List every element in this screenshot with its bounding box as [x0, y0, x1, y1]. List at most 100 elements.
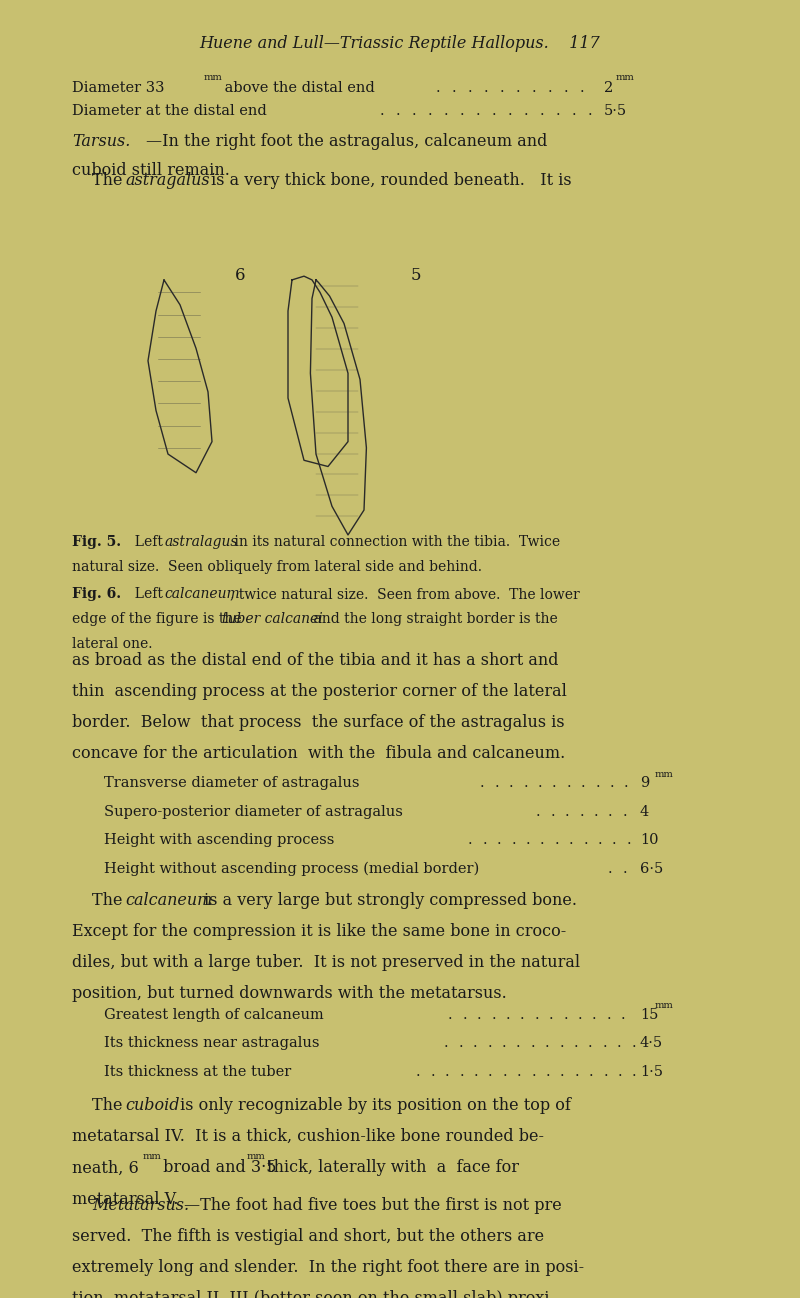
Text: .: . — [509, 776, 514, 790]
Text: .: . — [559, 1036, 564, 1050]
Text: .: . — [595, 776, 600, 790]
Text: mm: mm — [654, 1002, 673, 1010]
Text: 15: 15 — [640, 1007, 658, 1022]
Text: Height without ascending process (medial border): Height without ascending process (medial… — [104, 862, 479, 876]
Text: is only recognizable by its position on the top of: is only recognizable by its position on … — [175, 1097, 571, 1114]
Text: .: . — [617, 1036, 622, 1050]
Text: .: . — [396, 105, 401, 118]
Text: .: . — [448, 1007, 453, 1022]
Text: lateral one.: lateral one. — [72, 637, 153, 650]
Text: .: . — [460, 105, 465, 118]
Text: .: . — [588, 1036, 593, 1050]
Text: .: . — [500, 80, 505, 95]
Text: extremely long and slender.  In the right foot there are in posi-: extremely long and slender. In the right… — [72, 1259, 584, 1276]
Text: metatarsal IV.  It is a thick, cushion-like bone rounded be-: metatarsal IV. It is a thick, cushion-li… — [72, 1128, 544, 1145]
Text: .: . — [474, 1064, 478, 1079]
Text: concave for the articulation  with the  fibula and calcaneum.: concave for the articulation with the fi… — [72, 745, 566, 762]
Text: natural size.  Seen obliquely from lateral side and behind.: natural size. Seen obliquely from latera… — [72, 559, 482, 574]
Text: 5: 5 — [410, 267, 422, 284]
Text: thick, laterally with  a  face for: thick, laterally with a face for — [262, 1159, 519, 1176]
Text: .: . — [534, 1007, 539, 1022]
Text: .: . — [624, 776, 629, 790]
Text: 9: 9 — [640, 776, 650, 790]
Text: .: . — [477, 1007, 482, 1022]
Text: .: . — [612, 833, 617, 848]
Text: .: . — [526, 833, 530, 848]
Text: .: . — [622, 805, 627, 819]
Text: The: The — [92, 1097, 128, 1114]
Text: 5·5: 5·5 — [604, 105, 627, 118]
Text: served.  The fifth is vestigial and short, but the others are: served. The fifth is vestigial and short… — [72, 1228, 544, 1245]
Text: as broad as the distal end of the tibia and it has a short and: as broad as the distal end of the tibia … — [72, 652, 558, 668]
Text: .: . — [530, 1036, 535, 1050]
Text: .: . — [516, 1036, 521, 1050]
Text: .: . — [565, 805, 570, 819]
Text: Left: Left — [126, 535, 168, 549]
Text: .: . — [476, 105, 481, 118]
Text: Supero-posterior diameter of astragalus: Supero-posterior diameter of astragalus — [104, 805, 403, 819]
Text: , twice natural size.  Seen from above.  The lower: , twice natural size. Seen from above. T… — [230, 587, 580, 601]
Text: .: . — [492, 105, 497, 118]
Text: .: . — [580, 80, 585, 95]
Text: .: . — [560, 1064, 565, 1079]
Text: cuboid still remain.: cuboid still remain. — [72, 162, 230, 179]
Text: .: . — [603, 1064, 608, 1079]
Text: .: . — [452, 80, 457, 95]
Text: .: . — [594, 805, 598, 819]
Text: .: . — [506, 1007, 510, 1022]
Text: Transverse diameter of astragalus: Transverse diameter of astragalus — [104, 776, 359, 790]
Text: .: . — [610, 776, 614, 790]
Text: .: . — [588, 105, 593, 118]
Text: 4·5: 4·5 — [640, 1036, 663, 1050]
Text: 2: 2 — [604, 80, 614, 95]
Text: and the long straight border is the: and the long straight border is the — [309, 613, 558, 626]
Text: mm: mm — [615, 74, 634, 82]
Text: Greatest length of calcaneum: Greatest length of calcaneum — [104, 1007, 324, 1022]
Text: .: . — [608, 805, 613, 819]
Text: mm: mm — [142, 1151, 161, 1160]
Text: .: . — [581, 776, 586, 790]
Text: .: . — [459, 1064, 464, 1079]
Text: Fig. 6.: Fig. 6. — [72, 587, 121, 601]
Text: .: . — [621, 1007, 626, 1022]
Text: mm: mm — [246, 1151, 265, 1160]
Text: .: . — [632, 1064, 637, 1079]
Text: Its thickness near astragalus: Its thickness near astragalus — [104, 1036, 319, 1050]
Text: broad and 3·5: broad and 3·5 — [158, 1159, 277, 1176]
Text: .: . — [468, 80, 473, 95]
Text: .: . — [444, 1036, 449, 1050]
Text: .: . — [550, 805, 555, 819]
Text: .: . — [480, 776, 485, 790]
Text: .: . — [579, 805, 584, 819]
Text: .: . — [380, 105, 385, 118]
Text: .: . — [564, 80, 569, 95]
Text: above the distal end: above the distal end — [220, 80, 374, 95]
Text: .: . — [556, 105, 561, 118]
Text: Tarsus.: Tarsus. — [72, 134, 130, 151]
Text: .: . — [520, 1007, 525, 1022]
Text: .: . — [549, 1007, 554, 1022]
Text: .: . — [538, 776, 542, 790]
Text: .: . — [502, 1036, 506, 1050]
Text: calcaneum: calcaneum — [165, 587, 241, 601]
Text: .: . — [626, 833, 631, 848]
Text: .: . — [488, 1064, 493, 1079]
Text: .: . — [511, 833, 516, 848]
Text: .: . — [502, 1064, 507, 1079]
Text: .: . — [412, 105, 417, 118]
Text: .: . — [552, 776, 557, 790]
Text: is a very large but strongly compressed bone.: is a very large but strongly compressed … — [199, 892, 578, 909]
Text: metatarsal V.: metatarsal V. — [72, 1190, 178, 1207]
Text: .: . — [444, 105, 449, 118]
Text: —In the right foot the astragalus, calcaneum and: —In the right foot the astragalus, calca… — [146, 134, 547, 151]
Text: .: . — [532, 80, 537, 95]
Text: mm: mm — [654, 770, 673, 779]
Text: in its natural connection with the tibia.  Twice: in its natural connection with the tibia… — [230, 535, 561, 549]
Text: .: . — [554, 833, 559, 848]
Text: position, but turned downwards with the metatarsus.: position, but turned downwards with the … — [72, 985, 506, 1002]
Text: .: . — [428, 105, 433, 118]
Text: .: . — [516, 80, 521, 95]
Text: .: . — [563, 1007, 568, 1022]
Text: .: . — [569, 833, 574, 848]
Text: .: . — [589, 1064, 594, 1079]
